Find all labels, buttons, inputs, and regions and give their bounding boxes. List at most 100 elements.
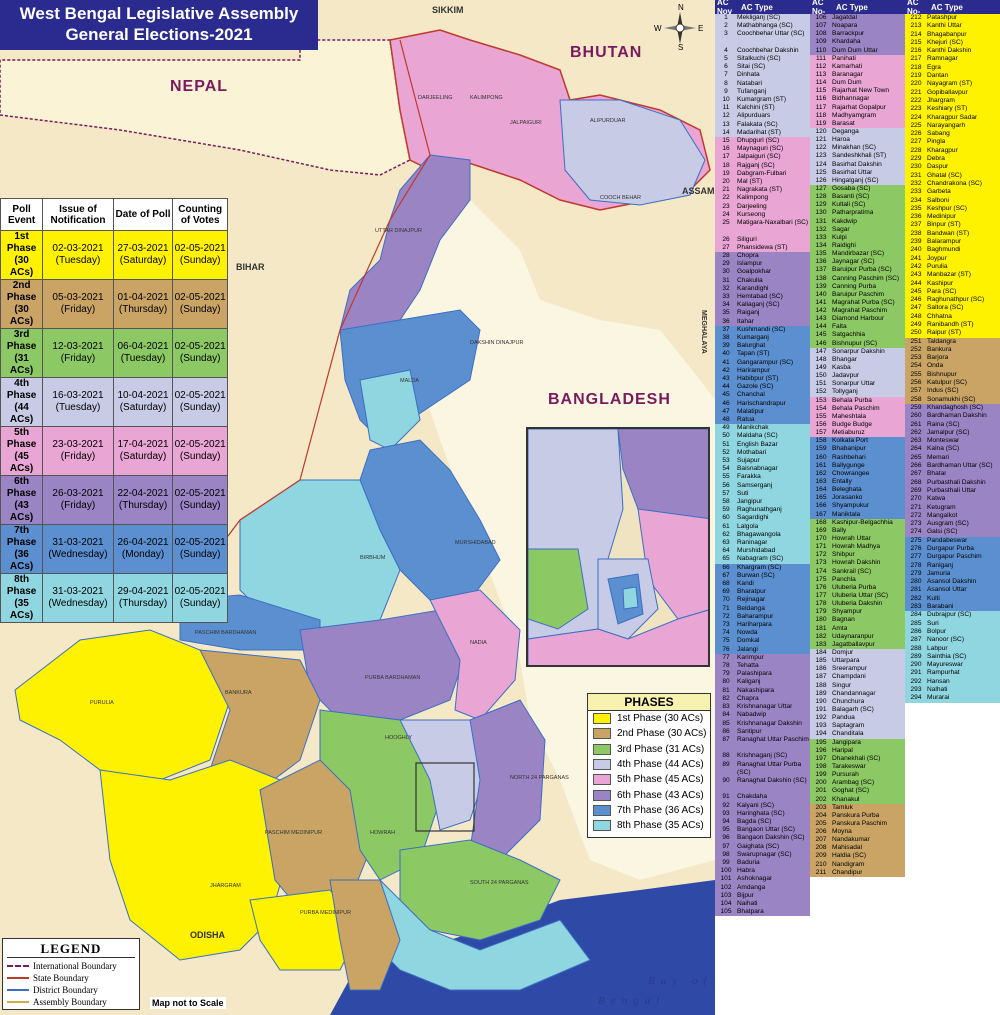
ac-row: 32 Karandighi — [715, 284, 810, 293]
phase-cell-notif: 02-03-2021 (Tuesday) — [42, 230, 114, 280]
ac-number: 287 — [910, 636, 922, 644]
ac-header-cell: AC Type — [931, 2, 963, 12]
ac-number: 119 — [815, 119, 827, 127]
ac-row: 88 Krishnaganj (SC) — [715, 752, 810, 761]
ac-name: Sankrail (SC) — [832, 567, 872, 575]
ac-row: 124 Basirhat Dakshin — [810, 160, 905, 169]
ac-name: Chanchal — [737, 391, 765, 399]
ac-row: 122 Minakhan (SC) — [810, 144, 905, 153]
ac-number: 198 — [815, 762, 827, 770]
ac-row: 112 Kamarhati — [810, 62, 905, 71]
ac-number: 192 — [815, 714, 827, 722]
ac-number: 157 — [815, 429, 827, 437]
ac-row: 275 Pandabeswar — [905, 536, 1000, 545]
ac-number: 184 — [815, 648, 827, 656]
ac-number: 148 — [815, 355, 827, 363]
ac-number: 98 — [722, 850, 730, 858]
ac-row: 17 Jalpaiguri (SC) — [715, 153, 810, 162]
phase-legend-label: 7th Phase (36 ACs) — [617, 804, 704, 816]
phases-legend-title: PHASES — [588, 694, 710, 711]
ac-name: Basanti (SC) — [832, 193, 870, 201]
ac-number: 288 — [910, 644, 922, 652]
label-bihar: BIHAR — [236, 262, 265, 272]
ac-number: 134 — [815, 241, 827, 249]
ac-row: 211 Chandipur — [810, 868, 905, 877]
ac-name: Chanditala — [832, 730, 864, 738]
ac-name: Pandua — [832, 714, 855, 722]
ac-row: 259 Khandaghosh (SC) — [905, 403, 1000, 413]
ac-name: Bolpur — [927, 627, 947, 635]
ac-name: Uluberia Uttar (SC) — [832, 591, 889, 599]
ac-row: 31 Chakulia — [715, 276, 810, 285]
ac-row: 113 Baranagar — [810, 70, 905, 80]
phase-cell-event: 1st Phase (30 ACs) — [0, 230, 44, 280]
ac-row: 260 Bardhaman Dakshin — [905, 412, 1000, 421]
ac-number: 171 — [815, 543, 827, 551]
ac-number: 72 — [722, 612, 730, 620]
ac-row: 262 Jamalpur (SC) — [905, 428, 1000, 438]
header-date-of-poll: Date of Poll — [112, 198, 174, 231]
ac-row: 107 Noapara — [810, 22, 905, 31]
ac-number: 244 — [910, 279, 922, 287]
ac-name: Farakka — [737, 473, 761, 481]
ac-name: Uttarpara — [832, 657, 860, 665]
ac-name: Moyna — [832, 828, 852, 836]
district-label: NORTH 24 PARGANAS — [510, 775, 569, 781]
phase-cell-event: 8th Phase (35 ACs) — [0, 573, 44, 623]
phase-cell-event: 4th Phase (44 ACs) — [0, 377, 44, 427]
ac-row: 19 Dabgram-Fulbari — [715, 169, 810, 179]
ac-number: 28 — [722, 251, 730, 259]
ac-row: 144 Falta — [810, 323, 905, 332]
ac-name: Purulia — [927, 262, 948, 270]
ac-row: 183 Jagatballavpur — [810, 640, 905, 649]
ac-name: Saltora (SC) — [927, 304, 964, 312]
phase-cell-count: 02-05-2021 (Sunday) — [172, 279, 228, 329]
ac-name: Sabang — [927, 130, 950, 138]
ac-number: 175 — [815, 575, 827, 583]
ac-name: Swarupnagar (SC) — [737, 850, 792, 858]
ac-name: Satgachhia — [832, 331, 865, 339]
ac-row: 258 Sonamukhi (SC) — [905, 395, 1000, 404]
ac-name: Saptagram — [832, 722, 865, 730]
kolkata-inset-map — [526, 427, 710, 667]
ac-name: Raipur (ST) — [927, 329, 962, 337]
ac-number: 50 — [722, 432, 730, 440]
ac-number: 22 — [722, 194, 730, 202]
ac-number: 214 — [910, 30, 922, 38]
ac-column-header: AC Nov AC Type — [715, 0, 810, 16]
ac-number: 103 — [720, 891, 732, 899]
ac-number: 194 — [815, 730, 827, 738]
ac-name: Murarai — [927, 694, 950, 702]
ac-row: 216 Kanthi Dakshin — [905, 47, 1000, 56]
ac-name: Gangarampur (SC) — [737, 358, 794, 366]
ac-number: 95 — [722, 826, 730, 834]
ac-row: 136 Jaynagar (SC) — [810, 258, 905, 267]
ac-row: 103 Bijpur — [715, 891, 810, 901]
ac-row: 202 Khanakul — [810, 795, 905, 804]
district-label: SOUTH 24 PARGANAS — [470, 880, 529, 886]
ac-number: 58 — [722, 498, 730, 506]
ac-name: Bandwan (ST) — [927, 229, 970, 237]
ac-name: Basirhat Uttar — [832, 168, 873, 176]
district-label: COOCH BEHAR — [600, 195, 641, 201]
ac-name: Tarakeswar — [832, 762, 866, 770]
ac-row: 101 Ashoknagar — [715, 875, 810, 884]
ac-name: Kalchini (ST) — [737, 104, 775, 112]
phase-cell-count: 02-05-2021 (Sunday) — [172, 377, 228, 427]
ac-name: Magrahat Paschim — [832, 307, 887, 315]
ac-number: 169 — [815, 526, 827, 534]
ac-number: 131 — [815, 217, 827, 225]
ac-name: Minakhan (SC) — [832, 144, 876, 152]
legend-item: District Boundary — [7, 984, 135, 996]
ac-row: 114 Dum Dum — [810, 79, 905, 88]
ac-row: 257 Indus (SC) — [905, 387, 1000, 396]
ac-row: 87 Ranaghat Uttar Paschim — [715, 735, 810, 753]
ac-row: 234 Salboni — [905, 196, 1000, 205]
ac-name: Rejinagar — [737, 596, 766, 604]
ac-name: Falta — [832, 323, 847, 331]
phase-legend-label: 5th Phase (45 ACs) — [617, 774, 704, 786]
district-label: KALIMPONG — [470, 95, 503, 101]
ac-row: 196 Haripal — [810, 746, 905, 755]
ac-number: 159 — [815, 445, 827, 453]
ac-number: 68 — [722, 580, 730, 588]
